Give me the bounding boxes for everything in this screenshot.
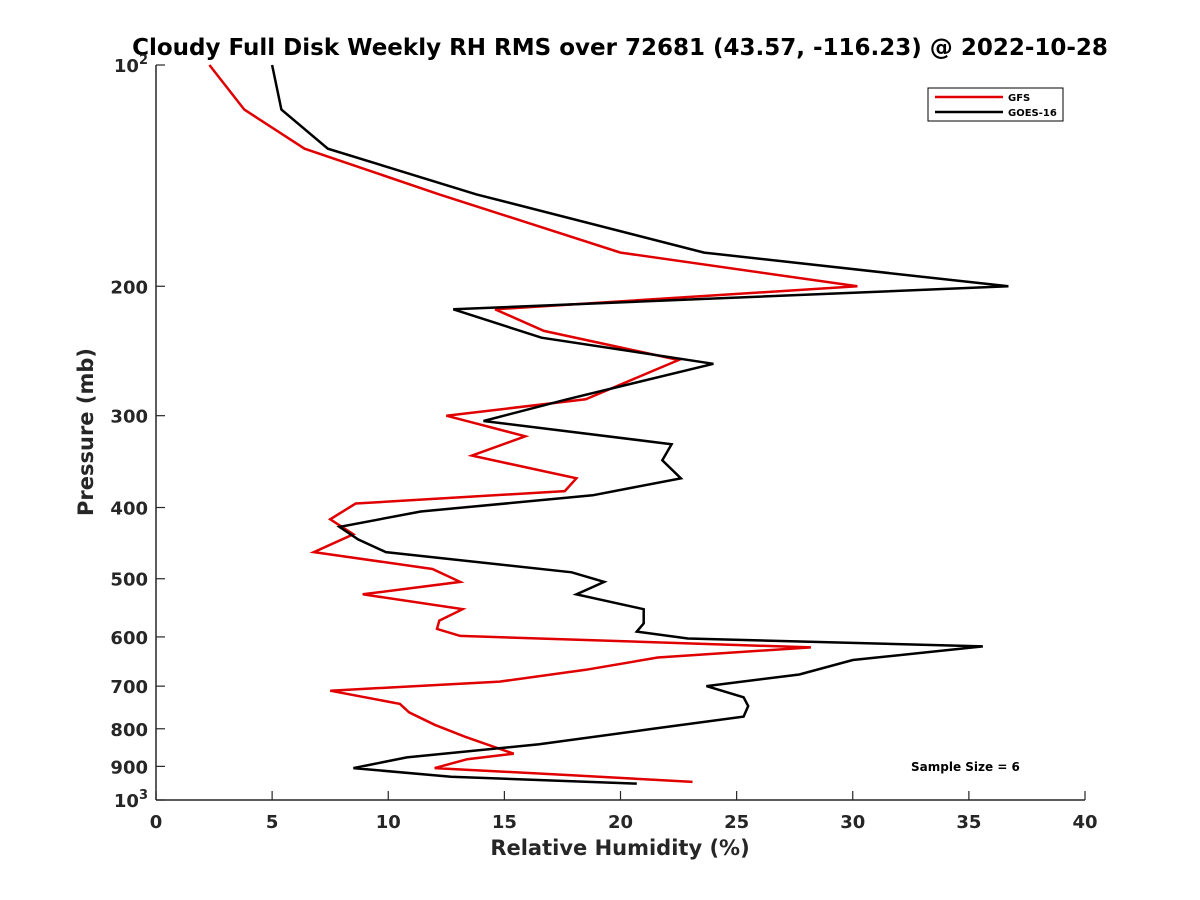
x-tick-label: 20 (608, 812, 633, 833)
x-tick-label: 35 (956, 812, 981, 833)
x-tick-label: 0 (150, 812, 163, 833)
x-tick-label: 25 (724, 812, 749, 833)
y-tick-label: 500 (110, 570, 148, 591)
x-tick-label: 10 (376, 812, 401, 833)
x-axis-label: Relative Humidity (%) (490, 836, 749, 860)
y-tick-label: 103 (114, 788, 148, 812)
plot-area (208, 64, 1009, 785)
x-tick-label: 30 (840, 812, 865, 833)
y-tick-label: 300 (110, 407, 148, 428)
y-tick-label: 900 (110, 757, 148, 778)
x-tick-label: 5 (266, 812, 279, 833)
series-line-gfs (208, 64, 858, 784)
chart-title: Cloudy Full Disk Weekly RH RMS over 7268… (132, 35, 1108, 61)
y-tick-label: 700 (110, 677, 148, 698)
series-line-goes16 (270, 64, 1009, 785)
legend-label-gfs: GFS (1008, 93, 1030, 104)
y-tick-label: 800 (110, 720, 148, 741)
x-tick-label: 15 (492, 812, 517, 833)
legend: GFS GOES-16 (927, 87, 1064, 122)
y-tick-label: 102 (114, 53, 148, 77)
series-layer (208, 64, 1009, 785)
y-ticks: 102 200 300 400 500 600 700 800 900 103 (110, 53, 165, 812)
y-tick-label: 200 (110, 277, 148, 298)
legend-label-goes16: GOES-16 (1008, 108, 1057, 119)
x-ticks: 0 5 10 15 20 25 30 35 40 (150, 791, 1098, 833)
y-tick-label: 600 (110, 628, 148, 649)
y-tick-label: 400 (110, 499, 148, 520)
x-tick-label: 40 (1072, 812, 1097, 833)
y-axis-label: Pressure (mb) (74, 348, 98, 516)
legend-box (927, 87, 1064, 122)
sample-size-annotation: Sample Size = 6 (911, 760, 1020, 774)
axes: 0 5 10 15 20 25 30 35 40 102 200 300 400 500 600 700 80… (110, 53, 1097, 833)
